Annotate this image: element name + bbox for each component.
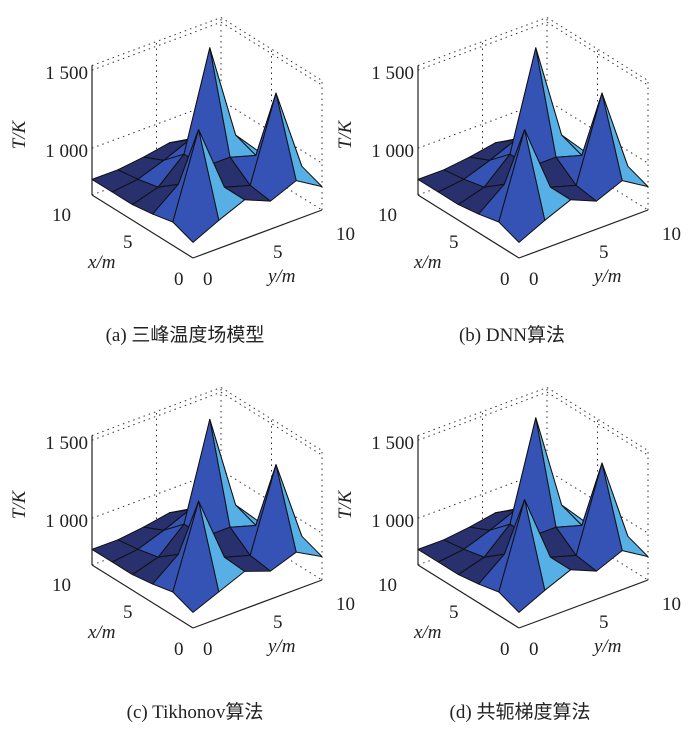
box-edge xyxy=(546,516,649,581)
x-tick-label: 10 xyxy=(52,205,71,226)
grid-line xyxy=(91,21,222,71)
y-tick-label: 10 xyxy=(662,224,681,245)
grid-line xyxy=(417,391,548,441)
x-tick-label: 10 xyxy=(378,205,397,226)
grid-line xyxy=(417,99,548,149)
panel-caption: (a) 三峰温度场模型 xyxy=(106,324,265,346)
z-tick-label: 1 500 xyxy=(45,433,88,454)
y-tick-label: 10 xyxy=(662,594,681,615)
grid-line xyxy=(220,99,323,164)
y-tick-label: 5 xyxy=(273,242,283,263)
x-axis-label: x/m xyxy=(87,252,115,273)
box-edge xyxy=(220,17,323,81)
grid-line xyxy=(220,469,323,534)
box-edge xyxy=(91,387,222,436)
box-edge xyxy=(546,17,649,81)
y-tick-label: 5 xyxy=(599,242,609,263)
y-tick-label: 0 xyxy=(203,639,213,660)
x-tick-label: 0 xyxy=(174,269,184,290)
x-axis-label: x/m xyxy=(413,252,441,273)
surface-face xyxy=(498,129,546,243)
z-tick-label: 1 500 xyxy=(45,63,88,84)
grid-line xyxy=(417,21,548,71)
y-tick-label: 0 xyxy=(529,639,539,660)
y-axis-label: y/m xyxy=(266,636,295,657)
box-edge xyxy=(417,17,548,66)
grid-line xyxy=(546,391,649,456)
z-tick-label: 1 500 xyxy=(371,63,414,84)
y-axis xyxy=(192,579,323,629)
grid-line xyxy=(91,391,222,441)
x-tick-label: 5 xyxy=(123,602,133,623)
y-tick-label: 5 xyxy=(599,612,609,633)
grid-line xyxy=(91,469,222,519)
x-tick-label: 5 xyxy=(449,602,459,623)
box-edge xyxy=(546,387,649,451)
x-axis xyxy=(91,564,194,629)
x-tick-label: 5 xyxy=(123,232,133,253)
y-tick-label: 0 xyxy=(529,269,539,290)
z-tick-label: 1 500 xyxy=(371,433,414,454)
box-edge xyxy=(546,146,649,211)
surface-face xyxy=(172,500,220,613)
y-axis xyxy=(192,209,323,259)
z-tick-label: 1 000 xyxy=(371,141,414,162)
grid-line xyxy=(220,21,323,86)
y-axis-label: y/m xyxy=(266,266,295,287)
surface-face xyxy=(498,499,546,613)
panel-d: 1 500 1 000 T/K 10 5 0 x/m 0 5 10 y/m (d) 共轭梯度算法 xyxy=(335,387,681,723)
x-axis-label: x/m xyxy=(413,622,441,643)
z-tick-label: 1 000 xyxy=(371,511,414,532)
z-axis-label: T/K xyxy=(335,119,356,149)
y-tick-label: 10 xyxy=(336,594,355,615)
panel-a: 1 500 1 000 T/K 10 5 0 x/m 0 5 10 y/m (a) 三峰温度场模型 xyxy=(9,17,355,346)
box-edge xyxy=(417,387,548,436)
x-tick-label: 0 xyxy=(500,269,510,290)
y-tick-label: 0 xyxy=(203,269,213,290)
grid-line xyxy=(417,469,548,519)
grid-line xyxy=(91,99,222,149)
y-axis-label: y/m xyxy=(592,636,621,657)
panel-caption: (c) Tikhonov算法 xyxy=(127,701,264,723)
grid-line xyxy=(546,469,649,534)
x-tick-label: 0 xyxy=(500,639,510,660)
z-axis-label: T/K xyxy=(9,489,30,519)
grid-line xyxy=(220,391,323,456)
z-tick-label: 1 000 xyxy=(45,141,88,162)
panel-caption: (b) DNN算法 xyxy=(459,324,565,346)
x-axis xyxy=(91,194,194,259)
z-axis-label: T/K xyxy=(335,489,356,519)
panel-b: 1 500 1 000 T/K 10 5 0 x/m 0 5 10 y/m (b) DNN算法 xyxy=(335,17,681,346)
y-axis-label: y/m xyxy=(592,266,621,287)
panel-c: 1 500 1 000 T/K 10 5 0 x/m 0 5 10 y/m (c) Tikhonov算… xyxy=(9,387,355,723)
x-tick-label: 5 xyxy=(449,232,459,253)
grid-line xyxy=(546,21,649,86)
x-axis xyxy=(417,564,520,629)
y-tick-label: 5 xyxy=(273,612,283,633)
x-axis xyxy=(417,194,520,259)
grid-line xyxy=(546,99,649,164)
x-tick-label: 10 xyxy=(52,575,71,596)
box-edge xyxy=(220,516,323,581)
x-axis-label: x/m xyxy=(87,622,115,643)
box-edge xyxy=(91,17,222,66)
y-axis xyxy=(518,209,649,259)
box-edge xyxy=(220,387,323,451)
panel-caption: (d) 共轭梯度算法 xyxy=(450,701,591,723)
box-edge xyxy=(220,146,323,211)
x-tick-label: 10 xyxy=(378,575,397,596)
y-axis xyxy=(518,579,649,629)
x-tick-label: 0 xyxy=(174,639,184,660)
y-tick-label: 10 xyxy=(336,224,355,245)
z-axis-label: T/K xyxy=(9,119,30,149)
surface-face xyxy=(172,129,220,243)
z-tick-label: 1 000 xyxy=(45,511,88,532)
